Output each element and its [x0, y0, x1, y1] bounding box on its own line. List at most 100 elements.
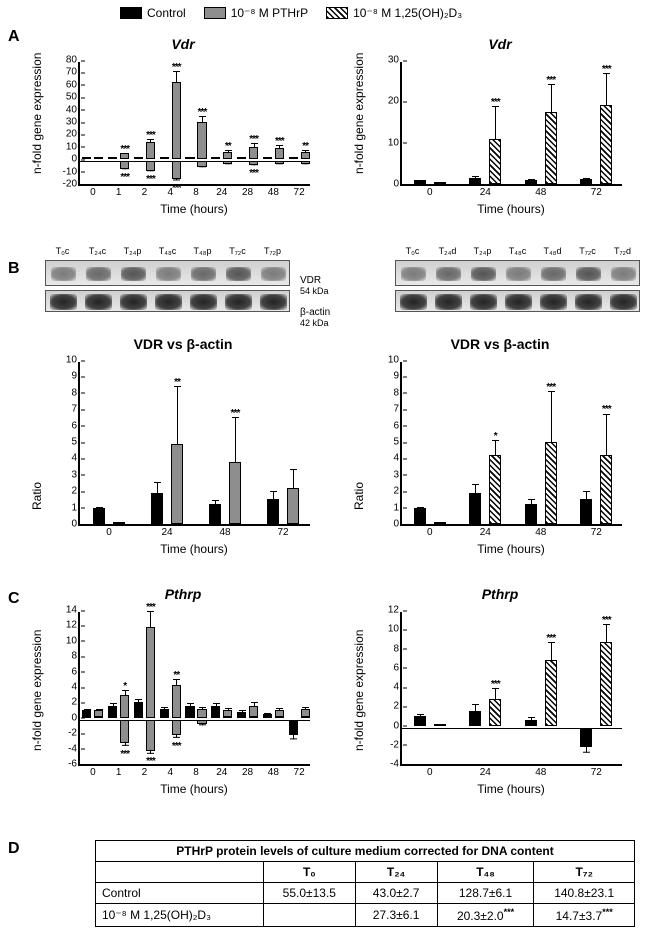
- error-bar: [586, 746, 587, 753]
- error-bar: [202, 707, 203, 710]
- sig-marker: ***: [198, 107, 207, 118]
- band: [155, 294, 181, 310]
- ytick: 0: [71, 712, 80, 723]
- axis-area: 0123456789100244872*****: [78, 362, 310, 526]
- ytick: 70: [66, 67, 80, 78]
- xtick: 48: [535, 524, 546, 538]
- band: [51, 267, 76, 281]
- bar: [211, 157, 220, 159]
- ytick: 4: [71, 453, 80, 464]
- x-axis-label: Time (hours): [78, 542, 310, 556]
- vdr-blot: [45, 260, 290, 286]
- y-axis-label: n-fold gene expression: [30, 629, 44, 750]
- bar: [249, 716, 258, 718]
- ytick: 50: [66, 92, 80, 103]
- error-bar: [279, 163, 280, 164]
- y-axis-label: Ratio: [30, 482, 44, 510]
- bar: [223, 161, 232, 163]
- bar: [580, 499, 592, 524]
- bar: [580, 728, 592, 747]
- bar: [93, 508, 105, 524]
- band: [435, 294, 461, 310]
- bar: [146, 161, 155, 171]
- band: [611, 267, 636, 281]
- table-row: 10⁻⁸ M 1,25(OH)₂D₃27.3±6.120.3±2.0***14.…: [96, 904, 635, 927]
- chart-title: Vdr: [48, 36, 318, 52]
- error-bar: [551, 391, 552, 443]
- bar: [289, 720, 298, 735]
- band: [575, 294, 601, 310]
- error-bar: [87, 709, 88, 711]
- error-bar: [150, 611, 151, 628]
- chart-b-left: VDR vs β-actin0123456789100244872*****Ra…: [48, 340, 318, 560]
- chart-c-left: Pthrp-6-4-2024681012140124824284872*****…: [48, 590, 318, 800]
- xtick: 72: [591, 524, 602, 538]
- band: [610, 294, 636, 310]
- ytick: 0: [71, 519, 80, 530]
- sig-marker: ***: [146, 756, 155, 767]
- vdr-text: VDR: [300, 275, 321, 286]
- error-bar: [606, 414, 607, 457]
- ytick: 2: [393, 701, 402, 712]
- table-row: Control55.0±13.543.0±2.7128.7±6.1140.8±2…: [96, 883, 635, 904]
- bar: [275, 148, 284, 159]
- xtick: 8: [193, 764, 199, 778]
- xtick: 72: [294, 184, 305, 198]
- error-bar: [531, 717, 532, 721]
- sig-marker: ***: [120, 172, 129, 183]
- sig-marker: ***: [172, 741, 181, 752]
- lane-label: T₇₂c: [229, 246, 246, 256]
- bar: [469, 178, 481, 184]
- ytick: 3: [393, 469, 402, 480]
- xtick: 1: [116, 764, 122, 778]
- axis-area: 01020300244872*********: [400, 62, 622, 186]
- sig-marker: ***: [602, 615, 611, 626]
- vdr-blot: [395, 260, 640, 286]
- table-header: [96, 862, 264, 883]
- sig-marker: ***: [275, 136, 284, 147]
- bar: [209, 504, 221, 524]
- chart-title: Vdr: [370, 36, 630, 52]
- y-axis-label: n-fold gene expression: [352, 629, 366, 750]
- error-bar: [138, 157, 139, 158]
- table-title: PTHrP protein levels of culture medium c…: [96, 841, 635, 862]
- ytick: 1: [71, 502, 80, 513]
- error-bar: [305, 163, 306, 164]
- table-cell: 20.3±2.0***: [437, 904, 534, 927]
- band: [86, 267, 111, 281]
- y-axis-label: Ratio: [352, 482, 366, 510]
- legend-vitd: 10⁻⁸ M 1,25(OH)₂D₃: [326, 6, 462, 20]
- ytick: 80: [66, 55, 80, 66]
- bar: [229, 462, 241, 524]
- error-bar: [215, 500, 216, 505]
- error-bar: [216, 157, 217, 158]
- sig-marker: ***: [546, 633, 555, 644]
- table-cell: 27.3±6.1: [355, 904, 437, 927]
- error-bar: [279, 708, 280, 711]
- bar: [263, 714, 272, 718]
- actin-text: β-actin: [300, 307, 330, 318]
- error-bar: [176, 178, 177, 180]
- sig-marker: *: [123, 681, 126, 692]
- bar: [160, 157, 169, 159]
- bar: [600, 105, 612, 184]
- table-cell: 128.7±6.1: [437, 883, 534, 904]
- sig-marker: **: [173, 670, 179, 681]
- lane-label: T₇₂d: [614, 246, 631, 256]
- bar: [469, 711, 481, 725]
- error-bar: [551, 642, 552, 661]
- error-bar: [216, 703, 217, 707]
- ytick: 10: [66, 141, 80, 152]
- error-bar: [125, 168, 126, 169]
- table-cell: 14.7±3.7***: [534, 904, 635, 927]
- error-bar: [495, 440, 496, 456]
- bar: [172, 82, 181, 159]
- zero-line: [80, 720, 310, 721]
- swatch-vitd: [326, 7, 348, 19]
- sig-marker: ***: [602, 64, 611, 75]
- error-bar: [150, 750, 151, 754]
- bar: [171, 444, 183, 524]
- ytick: 8: [393, 387, 402, 398]
- ytick: 2: [71, 486, 80, 497]
- legend-control: Control: [120, 6, 186, 20]
